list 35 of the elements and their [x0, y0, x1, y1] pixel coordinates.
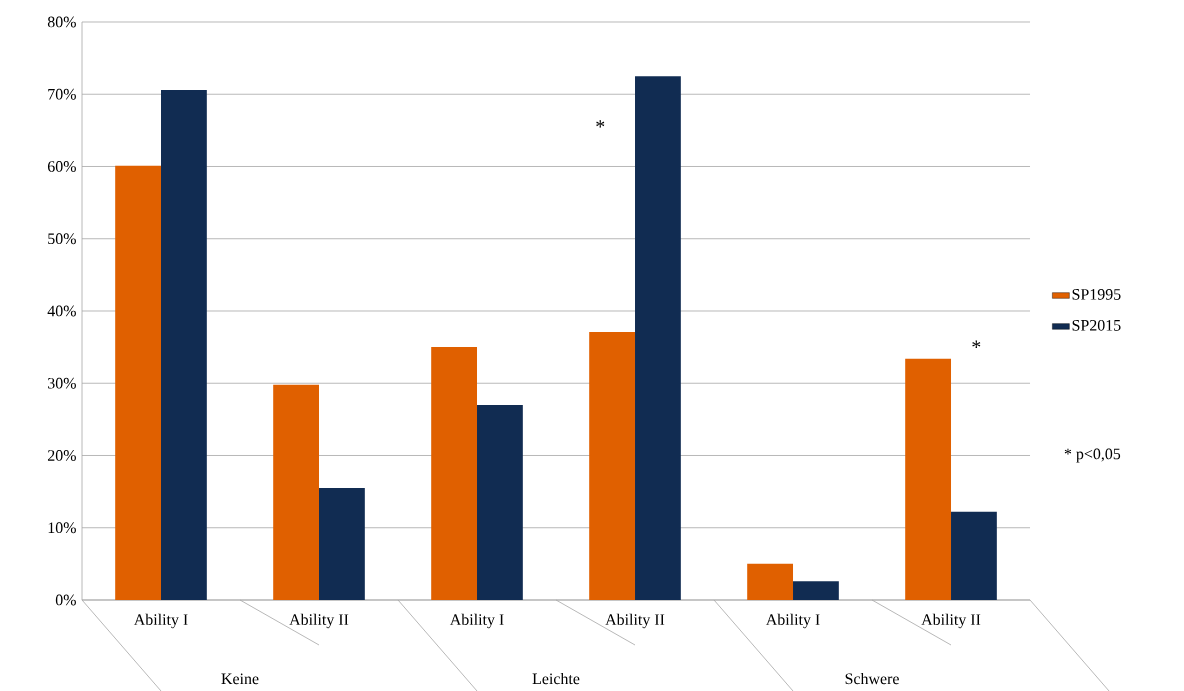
- y-tick-label: 40%: [47, 305, 76, 317]
- x-tick-label: Ability II: [289, 613, 349, 629]
- y-tick-label: 70%: [48, 88, 76, 100]
- text: Leichte: [532, 672, 580, 684]
- bar: [905, 358, 952, 600]
- y-tick-label: 80%: [47, 16, 76, 28]
- bar: [161, 89, 207, 600]
- x-tick-label: Ability II: [921, 613, 981, 629]
- y-tick-label: 20%: [47, 449, 76, 461]
- text: * p<0,05: [1064, 448, 1121, 463]
- legend-label: SP2015: [1072, 319, 1121, 331]
- bar: [115, 165, 161, 600]
- bar: [319, 487, 365, 600]
- x-tick-label: Ability II: [605, 613, 665, 629]
- y-tick-label: 60%: [47, 160, 76, 172]
- bar: [589, 331, 636, 600]
- text: Schwere: [845, 672, 899, 684]
- y-tick-label: 10%: [48, 522, 76, 533]
- x-tick-label: Ability I: [133, 613, 188, 629]
- y-tick-label: 50%: [48, 233, 76, 244]
- y-tick-label: 0%: [55, 594, 76, 606]
- bar: [273, 384, 320, 600]
- bar: [431, 346, 478, 600]
- y-tick-label: 30%: [48, 377, 76, 389]
- bar: [951, 511, 997, 600]
- text: Keine: [221, 673, 259, 684]
- annotation: *: [972, 340, 981, 348]
- annotation: *: [596, 120, 605, 128]
- bar: [793, 581, 839, 600]
- bar: [747, 563, 794, 600]
- bar: [477, 404, 523, 600]
- x-tick-label: Ability I: [449, 613, 504, 629]
- x-tick-label: Ability I: [765, 613, 820, 629]
- bar: [635, 75, 681, 600]
- legend-label: SP1995: [1072, 288, 1121, 300]
